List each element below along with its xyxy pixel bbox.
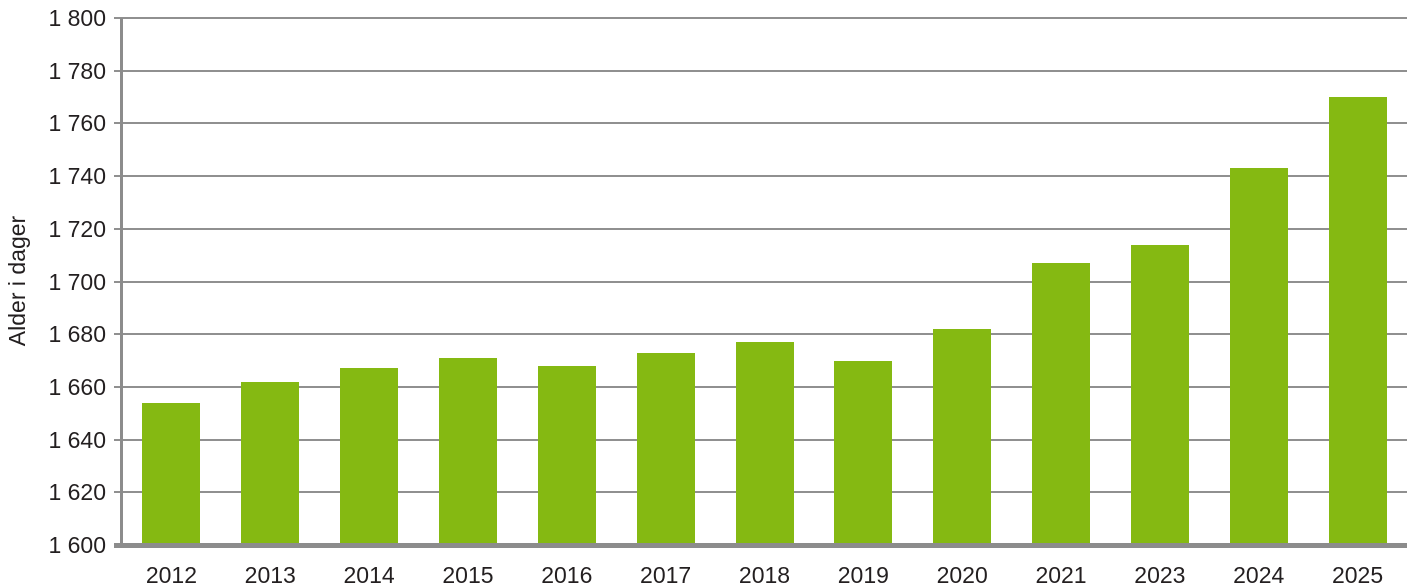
y-tick-label: 1 720 (48, 215, 106, 242)
gridline (122, 175, 1407, 178)
x-tick-label: 2013 (244, 562, 296, 587)
x-axis-line (114, 543, 1407, 548)
y-tick-label: 1 740 (48, 163, 106, 190)
x-tick-label: 2015 (442, 562, 494, 587)
y-tick-label: 1 700 (48, 268, 106, 295)
y-tick-label: 1 780 (48, 57, 106, 84)
x-tick-label: 2019 (837, 562, 889, 587)
x-tick-label: 2020 (936, 562, 988, 587)
bar-2013 (241, 381, 300, 543)
x-tick-label: 2023 (1134, 562, 1186, 587)
y-tick (114, 333, 122, 336)
bar-2021 (1032, 263, 1091, 543)
y-tick (114, 17, 122, 19)
bar-2019 (834, 360, 893, 543)
y-tick (114, 122, 122, 125)
x-tick-label: 2021 (1035, 562, 1087, 587)
x-tick-label: 2025 (1331, 562, 1384, 587)
y-tick (114, 175, 122, 178)
bar-2012 (142, 402, 201, 543)
x-tick-label: 2017 (640, 562, 692, 587)
x-tick-label: 2012 (145, 562, 197, 587)
y-tick-label: 1 800 (48, 5, 106, 31)
bar-2024 (1229, 168, 1288, 543)
bar-2018 (735, 342, 794, 543)
gridline (122, 333, 1407, 336)
x-tick-label: 2016 (541, 562, 593, 587)
y-tick (114, 385, 122, 388)
y-tick-label: 1 760 (48, 110, 106, 137)
bar-2016 (537, 365, 596, 543)
x-tick-label: 2024 (1233, 562, 1285, 587)
bar-2020 (933, 328, 992, 543)
y-tick-label: 1 600 (48, 532, 106, 558)
y-tick-label: 1 660 (48, 373, 106, 400)
gridline (122, 227, 1407, 230)
bar-2025 (1328, 97, 1387, 543)
y-tick (114, 438, 122, 441)
bar-2015 (438, 357, 497, 543)
y-axis-line (120, 18, 123, 545)
gridline (122, 122, 1407, 125)
y-tick (114, 69, 122, 72)
bar-2023 (1130, 244, 1189, 543)
x-tick-label: 2018 (738, 562, 791, 587)
x-tick-label: 2014 (343, 562, 395, 587)
y-tick (114, 280, 122, 283)
y-tick-label: 1 680 (48, 321, 106, 348)
gridline (122, 280, 1407, 283)
y-tick-label: 1 640 (48, 426, 106, 453)
gridline (122, 17, 1407, 19)
y-tick (114, 491, 122, 494)
y-tick (114, 227, 122, 230)
bar-2014 (340, 368, 399, 543)
bar-2017 (636, 352, 695, 543)
y-tick-label: 1 620 (48, 479, 106, 506)
gridline (122, 69, 1407, 72)
